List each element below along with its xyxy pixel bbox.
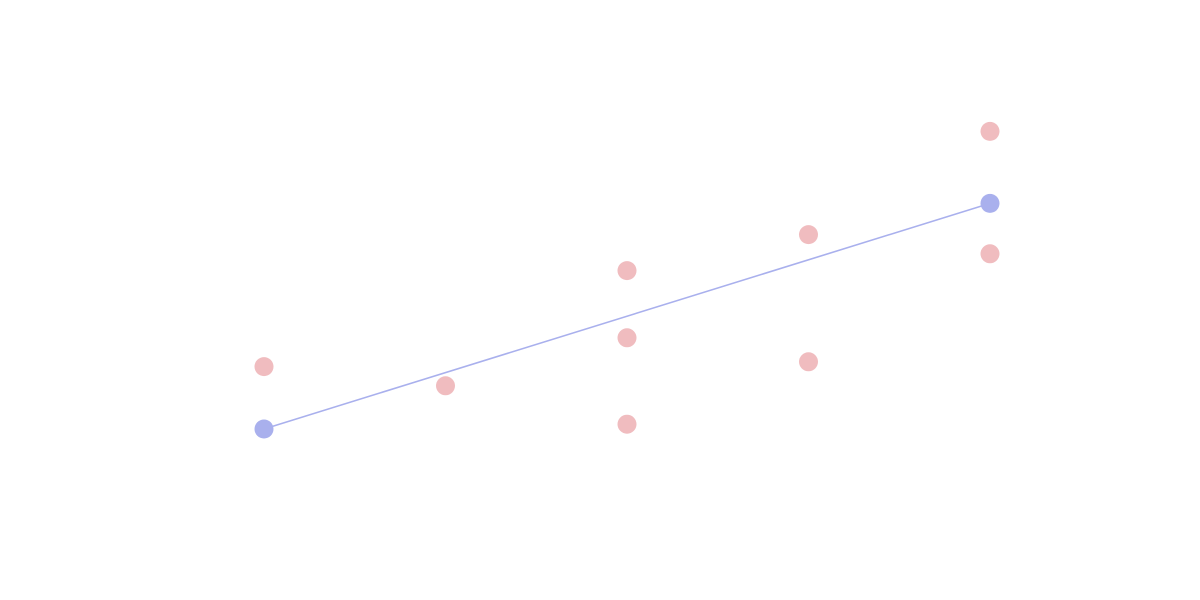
series-1-line — [263, 202, 991, 430]
series-0-point-4 — [617, 414, 637, 434]
series-0-point-8 — [980, 244, 1000, 264]
series-0-point-7 — [980, 121, 1000, 141]
series-1-point-1 — [980, 193, 1000, 213]
series-1-point-0 — [254, 419, 274, 439]
series-0-point-1 — [436, 376, 455, 396]
series-0-point-5 — [799, 225, 818, 245]
series-0-point-0 — [254, 357, 274, 377]
series-0-point-2 — [617, 261, 637, 281]
series-0-point-3 — [617, 328, 637, 348]
plot-area — [254, 121, 1000, 439]
series-0-point-6 — [799, 352, 818, 372]
